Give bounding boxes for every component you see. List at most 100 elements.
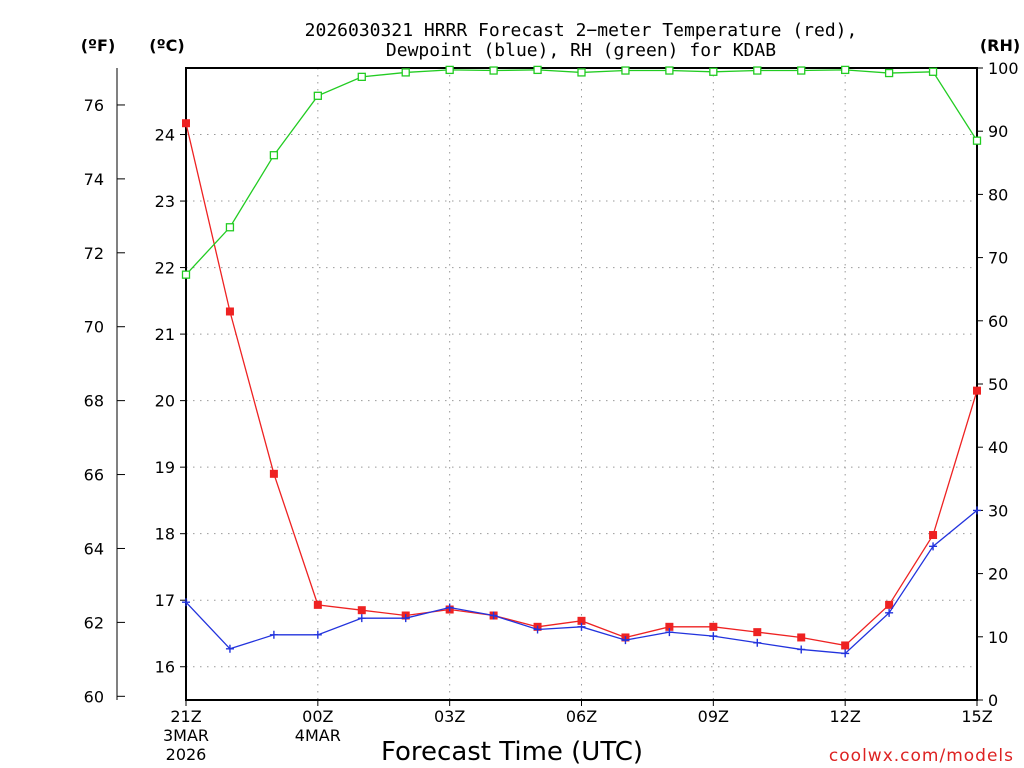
rh-point: [753, 66, 762, 75]
rh-point: [665, 66, 674, 75]
fahrenheit-tick-label: 68: [84, 392, 104, 411]
rh-point: [533, 65, 542, 75]
rh-tick-label: 50: [988, 375, 1008, 394]
celsius-tick-label: 21: [155, 325, 175, 344]
data-series: [181, 65, 982, 658]
dewpoint-point: [357, 614, 366, 623]
celsius-tick-label: 23: [155, 192, 175, 211]
chart-title-line1: 2026030321 HRRR Forecast 2−meter Tempera…: [305, 20, 858, 41]
temperature-point: [709, 622, 718, 631]
dewpoint-point: [973, 506, 981, 515]
dewpoint-point: [929, 542, 938, 551]
dewpoint-point: [445, 603, 454, 612]
rh-point: [841, 65, 850, 75]
dewpoint-point: [313, 630, 322, 639]
x-tick-label: 09Z: [698, 707, 729, 726]
dewpoint-point: [709, 632, 718, 641]
fahrenheit-tick-label: 62: [84, 613, 104, 632]
rh-unit-label: (RH): [980, 36, 1020, 55]
dewpoint-point: [797, 645, 806, 654]
grid-lines: [186, 68, 977, 700]
temperature-point: [577, 616, 586, 625]
rh-point: [797, 66, 806, 75]
dewpoint-point: [885, 608, 894, 617]
rh-tick-label: 80: [988, 185, 1008, 204]
temperature-point: [753, 628, 762, 637]
fahrenheit-tick-label: 70: [84, 318, 104, 337]
rh-point: [928, 67, 938, 76]
rh-tick-label: 30: [988, 501, 1008, 520]
rh-point: [621, 66, 630, 75]
x-axis-label: Forecast Time (UTC): [381, 737, 643, 767]
rh-point: [269, 151, 279, 160]
fahrenheit-tick-label: 76: [84, 96, 104, 115]
dewpoint-point: [489, 611, 498, 620]
dewpoint-line: [185, 509, 978, 655]
temperature-point: [313, 600, 322, 609]
dewpoint-point: [269, 630, 278, 639]
rh-point: [225, 223, 235, 232]
celsius-tick-label: 18: [155, 525, 175, 544]
dewpoint-point: [182, 598, 190, 607]
temperature-point: [225, 307, 234, 316]
fahrenheit-tick-label: 72: [84, 244, 104, 263]
rh-tick-label: 70: [988, 249, 1008, 268]
dewpoint-point: [621, 636, 630, 645]
temperature-point: [797, 633, 806, 642]
rh-point: [709, 67, 718, 76]
rh-point: [313, 91, 322, 100]
dewpoint-point: [533, 625, 542, 634]
x-tick-year: 2026: [166, 745, 207, 764]
x-tick-date: 4MAR: [295, 726, 341, 745]
rh-point: [577, 68, 586, 77]
rh-point: [972, 136, 982, 145]
rh-tick-label: 10: [988, 628, 1008, 647]
celsius-unit-label: (ºC): [149, 36, 184, 55]
rh-tick-label: 90: [988, 122, 1008, 141]
temperature-point: [973, 386, 981, 395]
temperature-point: [841, 641, 850, 650]
rh-point: [357, 72, 366, 81]
rh-tick-label: 0: [988, 691, 998, 710]
fahrenheit-unit-label: (ºF): [81, 36, 116, 55]
x-tick-label: 00Z: [302, 707, 333, 726]
x-tick-label: 21Z: [170, 707, 201, 726]
fahrenheit-tick-label: 74: [84, 170, 104, 189]
dewpoint-point: [665, 628, 674, 637]
x-tick-label: 03Z: [434, 707, 465, 726]
rh-tick-label: 60: [988, 312, 1008, 331]
celsius-tick-label: 19: [155, 458, 175, 477]
dewpoint-point: [225, 644, 234, 653]
x-tick-label: 12Z: [830, 707, 861, 726]
dewpoint-point: [577, 622, 586, 631]
celsius-tick-label: 16: [155, 658, 175, 677]
chart-title-line2: Dewpoint (blue), RH (green) for KDAB: [386, 40, 776, 61]
celsius-tick-label: 22: [155, 259, 175, 278]
x-tick-label: 15Z: [961, 707, 992, 726]
temperature-point: [357, 606, 366, 615]
temperature-point: [182, 119, 190, 128]
axes: 60 62 64 66 68 70 72 74 76 16 17 18 19 20 21 22 23 24 0 10 2…: [84, 59, 1019, 764]
dewpoint-point: [401, 614, 410, 623]
rh-tick-label: 100: [988, 59, 1019, 78]
x-tick-date: 3MAR: [163, 726, 209, 745]
dewpoint-point: [753, 638, 762, 647]
temperature-point: [885, 600, 894, 609]
rh-tick-label: 20: [988, 565, 1008, 584]
dewpoint-point: [841, 649, 850, 658]
rh-point: [445, 65, 454, 75]
temperature-point: [929, 531, 938, 540]
celsius-tick-label: 24: [155, 126, 175, 145]
fahrenheit-tick-label: 66: [84, 466, 104, 485]
rh-point: [181, 270, 191, 279]
fahrenheit-tick-label: 64: [84, 539, 104, 558]
temperature-point: [665, 622, 674, 631]
rh-point: [884, 68, 894, 78]
x-tick-label: 06Z: [566, 707, 597, 726]
celsius-tick-label: 17: [155, 591, 175, 610]
fahrenheit-tick-label: 60: [84, 687, 104, 706]
temperature-point: [269, 469, 278, 478]
celsius-tick-label: 20: [155, 392, 175, 411]
rh-point: [401, 68, 410, 77]
